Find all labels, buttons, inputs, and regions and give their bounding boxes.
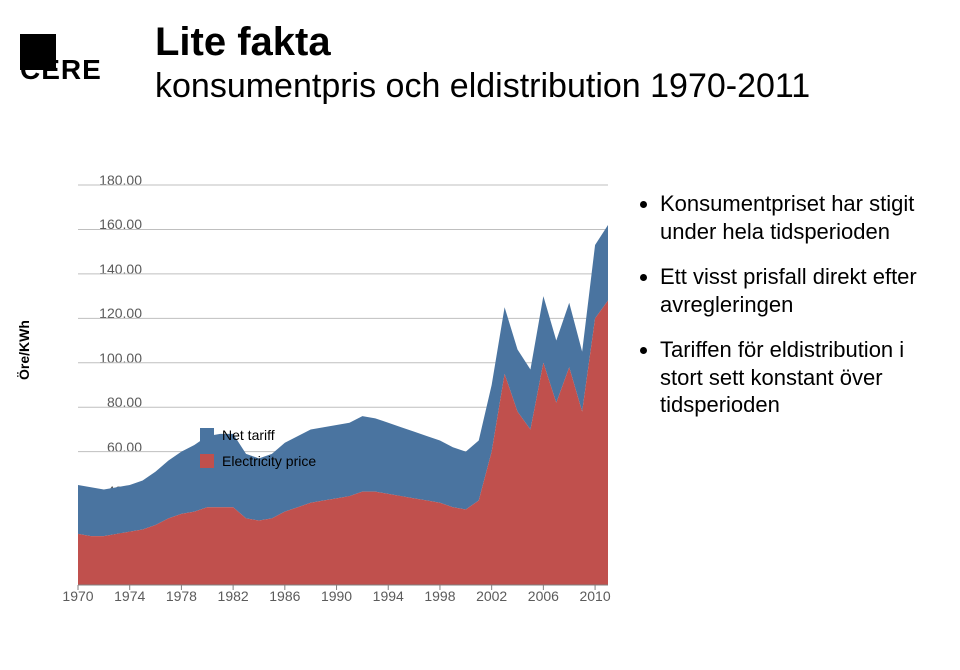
x-tick-label: 1970 — [62, 588, 93, 604]
bullet-item: Konsumentpriset har stigit under hela ti… — [660, 190, 950, 245]
x-tick-label: 1978 — [166, 588, 197, 604]
logo-text: CERE — [20, 54, 130, 86]
x-tick-label: 1982 — [218, 588, 249, 604]
legend-item: Electricity price — [200, 448, 316, 474]
bullet-item: Ett visst prisfall direkt efter avregler… — [660, 263, 950, 318]
legend-label: Net tariff — [222, 422, 275, 448]
x-tick-label: 2006 — [528, 588, 559, 604]
brand-logo: CERE — [20, 34, 130, 90]
x-tick-label: 1986 — [269, 588, 300, 604]
y-axis-title: Öre/KWh — [16, 320, 32, 380]
bullet-item: Tariffen för eldistribution i stort sett… — [660, 336, 950, 419]
legend-label: Electricity price — [222, 448, 316, 474]
chart-container: Öre/KWh 0.0020.0040.0060.0080.00100.0012… — [20, 180, 620, 640]
x-tick-label: 2010 — [579, 588, 610, 604]
legend-swatch-icon — [200, 454, 214, 468]
x-tick-label: 1998 — [424, 588, 455, 604]
x-tick-label: 2002 — [476, 588, 507, 604]
page-root: CERE Lite fakta konsumentpris och eldist… — [0, 0, 960, 670]
page-title: Lite fakta — [155, 20, 925, 64]
legend-swatch-icon — [200, 428, 214, 442]
legend-item: Net tariff — [200, 422, 316, 448]
page-subtitle: konsumentpris och eldistribution 1970-20… — [155, 68, 925, 105]
chart-legend: Net tariff Electricity price — [200, 422, 316, 474]
x-tick-label: 1974 — [114, 588, 145, 604]
title-block: Lite fakta konsumentpris och eldistribut… — [155, 20, 925, 105]
x-tick-label: 1990 — [321, 588, 352, 604]
bullet-list: Konsumentpriset har stigit under hela ti… — [640, 190, 950, 437]
chart-plot — [78, 180, 608, 610]
x-tick-label: 1994 — [373, 588, 404, 604]
